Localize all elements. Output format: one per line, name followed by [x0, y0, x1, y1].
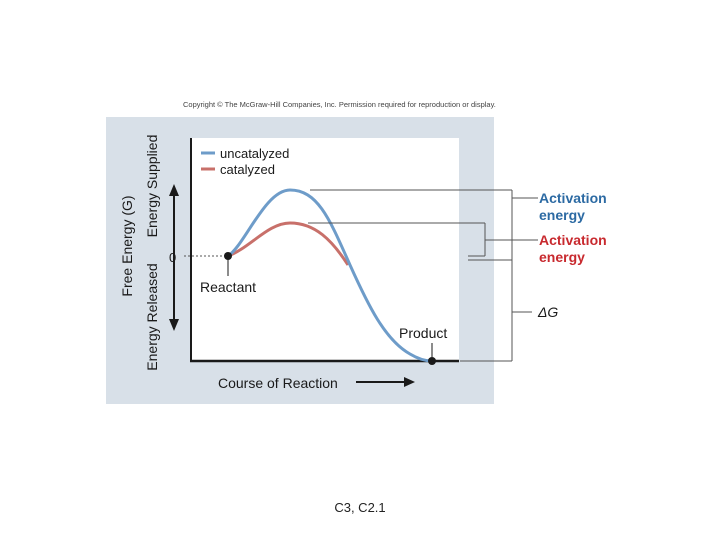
- reactant-label: Reactant: [200, 279, 256, 295]
- energy-released-arrowhead: [169, 319, 179, 331]
- slide-caption: C3, C2.1: [334, 500, 386, 515]
- catalyzed-curve: [227, 221, 350, 266]
- y-axis-title: Free Energy (G): [119, 195, 135, 296]
- delta-g-label: ΔG: [537, 304, 558, 320]
- energy-supplied-label: Energy Supplied: [144, 135, 160, 238]
- activation-energy-catalyzed-line2: energy: [539, 249, 585, 265]
- legend-catalyzed-label: catalyzed: [220, 162, 275, 177]
- energy-supplied-arrowhead: [169, 184, 179, 196]
- uncatalyzed-curve: [227, 188, 433, 363]
- zero-label: 0: [169, 250, 176, 265]
- activation-energy-catalyzed-line1: Activation: [539, 232, 607, 248]
- reactant-point: [224, 252, 232, 260]
- product-label: Product: [399, 325, 447, 341]
- product-point: [428, 357, 436, 365]
- activation-energy-uncatalyzed-line1: Activation: [539, 190, 607, 206]
- x-axis-arrowhead: [404, 377, 415, 387]
- legend-uncatalyzed-label: uncatalyzed: [220, 146, 289, 161]
- x-axis-title: Course of Reaction: [218, 375, 338, 391]
- activation-energy-uncatalyzed-line2: energy: [539, 207, 585, 223]
- energy-released-label: Energy Released: [144, 263, 160, 370]
- copyright-notice: Copyright © The McGraw-Hill Companies, I…: [183, 100, 496, 109]
